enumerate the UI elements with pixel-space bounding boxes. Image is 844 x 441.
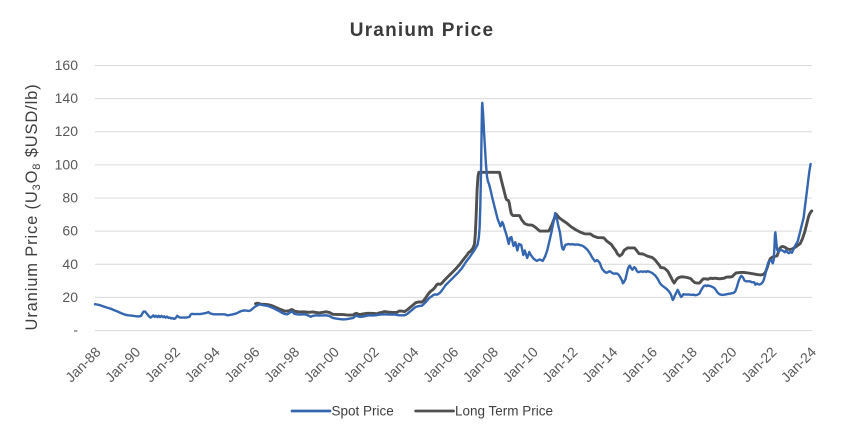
svg-text:20: 20	[62, 289, 78, 305]
svg-text:Uranium Price: Uranium Price	[350, 20, 494, 41]
svg-text:Long Term Price: Long Term Price	[455, 404, 553, 419]
svg-text:100: 100	[55, 156, 79, 172]
svg-text:60: 60	[62, 223, 78, 239]
svg-text:120: 120	[55, 123, 79, 139]
svg-text:160: 160	[55, 57, 79, 73]
svg-text:40: 40	[62, 256, 78, 272]
svg-text:Uranium Price (U3O8 $USD/lb): Uranium Price (U3O8 $USD/lb)	[23, 84, 43, 331]
svg-text:Spot Price: Spot Price	[332, 404, 394, 419]
svg-text:140: 140	[55, 90, 79, 106]
svg-text:-: -	[73, 322, 78, 338]
svg-text:80: 80	[62, 190, 78, 206]
